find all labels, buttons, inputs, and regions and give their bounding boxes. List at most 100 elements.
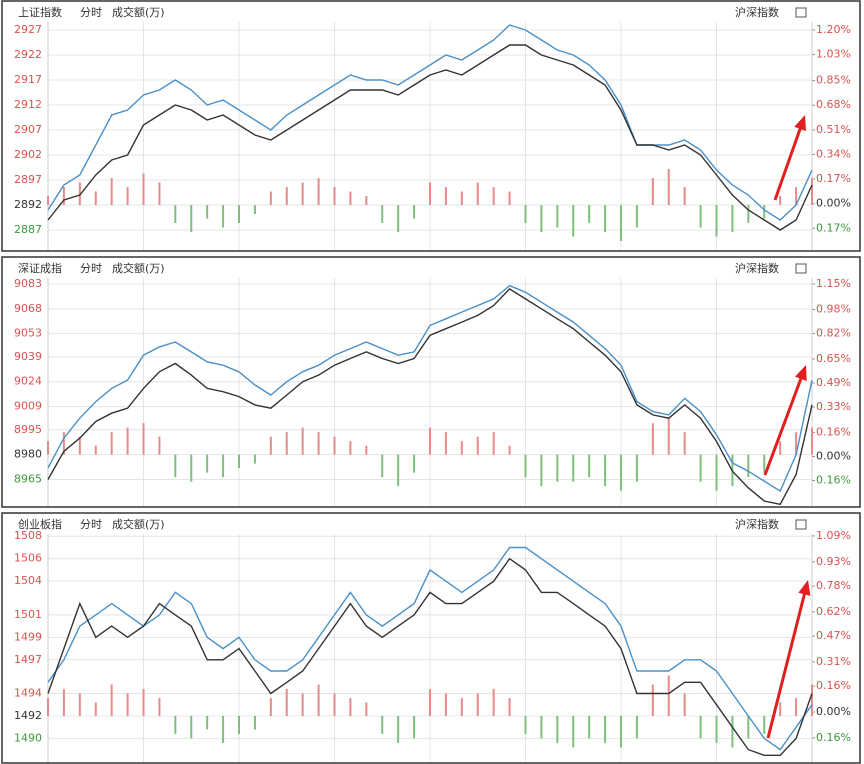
y-tick-label: 8995 xyxy=(14,423,42,436)
switch-icon[interactable] xyxy=(795,7,807,18)
price-line xyxy=(47,24,813,221)
breadth-bar xyxy=(763,454,766,473)
breadth-bar xyxy=(47,697,49,716)
breadth-bar xyxy=(476,693,479,716)
breadth-bar xyxy=(381,454,384,478)
breadth-bar xyxy=(285,432,288,455)
breadth-bar xyxy=(588,205,591,223)
breadth-bar xyxy=(540,715,543,739)
breadth-bar xyxy=(158,436,161,455)
breadth-bar xyxy=(508,697,511,716)
breadth-bar xyxy=(763,205,766,219)
breadth-bar xyxy=(142,173,145,205)
breadth-bar xyxy=(715,205,718,237)
y2-tick-label: 1.15% xyxy=(816,277,851,290)
y-tick-label: 2907 xyxy=(14,123,42,136)
breadth-bar xyxy=(572,454,575,482)
switch-icon[interactable] xyxy=(795,263,807,274)
breadth-bar xyxy=(190,715,193,739)
breadth-bar xyxy=(206,454,209,473)
index-switch[interactable]: 沪深指数 xyxy=(735,5,779,19)
y2-tick-label: 0.16% xyxy=(816,426,851,439)
breadth-bar xyxy=(301,427,304,455)
y-tick-label: 9039 xyxy=(14,350,42,363)
breadth-bar xyxy=(604,205,607,232)
y-tick-label: 2922 xyxy=(14,48,42,61)
breadth-bar xyxy=(190,205,193,232)
breadth-bar xyxy=(397,715,400,743)
breadth-bar xyxy=(699,454,702,482)
y2-tick-label: 0.93% xyxy=(816,555,851,568)
breadth-bar xyxy=(429,427,431,455)
mode-label: 分时 xyxy=(80,518,102,531)
breadth-bar xyxy=(110,178,113,205)
breadth-bar xyxy=(460,441,463,455)
breadth-bar xyxy=(269,436,272,455)
y2-tick-label: 0.49% xyxy=(816,376,851,389)
index-switch[interactable]: 沪深指数 xyxy=(735,517,779,531)
mode-label: 分时 xyxy=(80,262,102,275)
breadth-bar xyxy=(508,445,511,455)
breadth-bar xyxy=(731,715,734,748)
breadth-bar xyxy=(699,715,702,739)
price-line xyxy=(47,546,813,751)
breadth-bar xyxy=(62,187,65,205)
breadth-bar xyxy=(508,191,511,205)
breadth-bar xyxy=(47,441,49,455)
breadth-bar xyxy=(158,182,161,205)
y-tick-label: 1494 xyxy=(14,686,42,699)
breadth-bar xyxy=(811,178,813,205)
breadth-bar xyxy=(333,187,336,205)
breadth-bar xyxy=(620,454,622,491)
y-tick-label: 1499 xyxy=(14,630,42,643)
breadth-bar xyxy=(811,427,813,455)
y2-tick-label: 0.33% xyxy=(816,400,851,413)
y-tick-label: 2912 xyxy=(14,98,42,111)
breadth-bar xyxy=(795,697,798,716)
arrow-head xyxy=(794,115,806,131)
y2-tick-label: 0.31% xyxy=(816,655,851,668)
unit-label: 成交额(万) xyxy=(112,5,165,19)
index-switch[interactable]: 沪深指数 xyxy=(735,261,779,275)
breadth-bar xyxy=(222,205,225,228)
switch-icon[interactable] xyxy=(795,519,807,530)
breadth-bar xyxy=(110,432,113,455)
panel-frame xyxy=(1,0,861,252)
breadth-bar xyxy=(588,454,591,478)
breadth-bar xyxy=(142,688,145,716)
y2-tick-label: 1.09% xyxy=(816,529,851,542)
y-tick-label: 8965 xyxy=(14,472,42,485)
breadth-bar xyxy=(365,196,368,205)
index-title: 上证指数 xyxy=(18,5,62,19)
breadth-bar xyxy=(699,205,702,228)
breadth-bar xyxy=(635,205,638,228)
breadth-bar xyxy=(365,445,368,455)
y2-tick-label: 0.78% xyxy=(816,579,851,592)
breadth-bar xyxy=(715,454,718,491)
y2-tick-label: 0.17% xyxy=(816,172,851,185)
y-tick-label: 2917 xyxy=(14,73,42,86)
y-tick-label: 1504 xyxy=(14,574,42,587)
y-tick-label: 9009 xyxy=(14,400,42,413)
y2-tick-label: 0.16% xyxy=(816,474,851,487)
breadth-bar xyxy=(779,196,782,205)
y2-tick-label: 0.51% xyxy=(816,123,851,136)
y-tick-label: 2902 xyxy=(14,148,42,161)
breadth-bar xyxy=(126,187,129,205)
breadth-bar xyxy=(62,432,65,455)
breadth-bar xyxy=(667,418,670,455)
breadth-bar xyxy=(317,684,320,716)
breadth-bar xyxy=(429,182,431,205)
breadth-bar xyxy=(460,191,463,205)
breadth-bar xyxy=(253,715,256,730)
price-line xyxy=(47,557,813,756)
breadth-bar xyxy=(667,169,670,205)
y-tick-label: 1490 xyxy=(14,731,42,744)
breadth-bar xyxy=(142,423,145,455)
y2-tick-label: 0.98% xyxy=(816,303,851,316)
price-line xyxy=(47,288,813,506)
y-tick-label: 1497 xyxy=(14,653,42,666)
breadth-bar xyxy=(333,693,336,716)
breadth-bar xyxy=(651,178,654,205)
